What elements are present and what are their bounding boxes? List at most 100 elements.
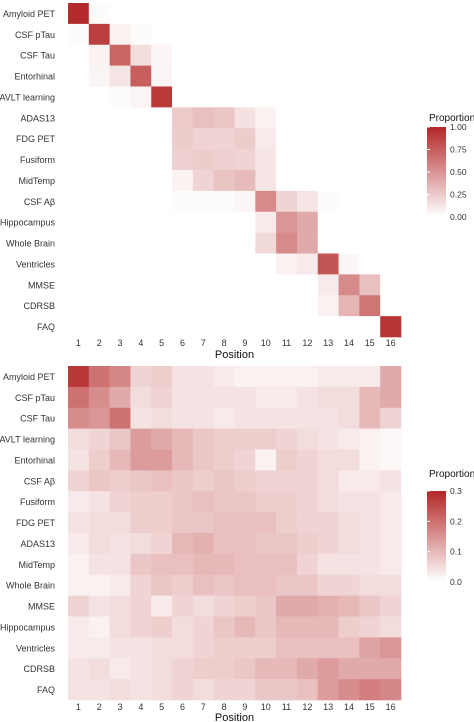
row-label: RAVLT learning xyxy=(0,435,55,445)
heatmap-cell xyxy=(172,44,194,66)
heatmap-cell xyxy=(255,595,277,617)
legend-gradient-step xyxy=(427,552,446,556)
legend-gradient-step xyxy=(427,138,446,141)
heatmap-cell xyxy=(130,211,152,233)
heatmap-cell xyxy=(213,86,235,108)
x-tick-label: 4 xyxy=(138,702,143,712)
heatmap-cell xyxy=(68,553,90,576)
heatmap-cell xyxy=(130,595,152,617)
heatmap-cell xyxy=(255,637,277,659)
legend-gradient-step xyxy=(427,140,446,144)
x-tick-label: 1 xyxy=(76,702,81,712)
heatmap-cell xyxy=(109,428,131,450)
heatmap-cell xyxy=(68,65,90,87)
heatmap-cell xyxy=(130,295,152,317)
heatmap-cell xyxy=(151,449,173,471)
legend-gradient-step xyxy=(427,579,446,583)
heatmap-cell xyxy=(338,149,360,171)
heatmap-cell xyxy=(109,679,131,701)
heatmap-cell xyxy=(68,616,90,638)
heatmap-cell xyxy=(172,658,194,680)
heatmap-cell xyxy=(109,190,131,213)
heatmap-cell xyxy=(68,295,90,317)
heatmap-cell xyxy=(151,23,173,46)
legend-gradient-step xyxy=(427,196,446,200)
heatmap-cell xyxy=(68,637,90,659)
heatmap-cell xyxy=(338,428,360,450)
heatmap-cell xyxy=(172,428,194,450)
heatmap-cell xyxy=(338,616,360,638)
heatmap-cell xyxy=(130,616,152,638)
heatmap-cell xyxy=(317,211,339,233)
heatmap-cell xyxy=(213,512,235,534)
heatmap-cell xyxy=(192,553,214,576)
heatmap-cell xyxy=(172,149,194,171)
heatmap-cell xyxy=(172,232,194,254)
heatmap-cell xyxy=(192,316,214,338)
heatmap-cell xyxy=(192,128,214,150)
legend-gradient-step xyxy=(427,529,446,533)
heatmap-cell xyxy=(130,533,152,555)
heatmap-cell xyxy=(296,637,319,659)
heatmap-cell xyxy=(359,595,381,617)
heatmap-cell xyxy=(172,491,194,513)
legend-gradient-step xyxy=(427,509,446,512)
heatmap-cell xyxy=(255,65,277,87)
heatmap-cell xyxy=(88,574,110,596)
heatmap-cell xyxy=(172,190,194,213)
heatmap-cell xyxy=(276,679,298,701)
heatmap-cell xyxy=(192,491,214,513)
x-tick-label: 6 xyxy=(180,702,185,712)
heatmap-cell xyxy=(213,449,235,471)
heatmap-cell xyxy=(276,553,298,576)
heatmap-cell xyxy=(192,449,214,471)
heatmap-cell xyxy=(317,595,339,617)
heatmap-cell xyxy=(109,253,131,275)
heatmap-cell xyxy=(172,595,194,617)
heatmap-cell xyxy=(359,149,381,171)
heatmap-cell xyxy=(192,512,214,534)
row-label: FDG PET xyxy=(16,134,56,144)
legend-gradient-step xyxy=(427,181,446,184)
heatmap-cell xyxy=(109,211,131,233)
heatmap-cell xyxy=(317,295,339,317)
heatmap-cell xyxy=(109,574,131,596)
row-label: FAQ xyxy=(37,685,55,695)
heatmap-cell xyxy=(151,128,173,150)
heatmap-cell xyxy=(296,533,319,555)
heatmap-cell xyxy=(234,253,256,275)
heatmap-cell xyxy=(380,553,402,576)
heatmap-cell xyxy=(68,274,90,296)
heatmap-cell xyxy=(317,386,339,409)
heatmap-cell xyxy=(317,316,339,338)
legend-gradient-step xyxy=(427,151,446,155)
heatmap-cell xyxy=(130,274,152,296)
legend-gradient-step xyxy=(427,491,446,494)
heatmap-cell xyxy=(151,533,173,555)
heatmap-cell xyxy=(296,386,319,409)
heatmap-cell xyxy=(151,491,173,513)
heatmap-cell xyxy=(130,149,152,171)
heatmap-cell xyxy=(276,107,298,129)
heatmap-cell xyxy=(276,449,298,471)
heatmap-cell xyxy=(276,3,298,25)
heatmap-cell xyxy=(151,44,173,66)
heatmap-cell xyxy=(359,574,381,596)
heatmap-cell xyxy=(172,3,194,25)
heatmap-cell xyxy=(359,449,381,471)
legend-gradient-step xyxy=(427,163,446,166)
legend-gradient-step xyxy=(427,185,446,189)
heatmap-cell xyxy=(151,428,173,450)
x-tick-label: 12 xyxy=(302,702,312,712)
heatmap-cell xyxy=(255,295,277,317)
row-label: Whole Brain xyxy=(6,239,55,249)
heatmap-cell xyxy=(276,128,298,150)
heatmap-cell xyxy=(151,616,173,638)
heatmap-cell xyxy=(255,211,277,233)
heatmap-cell xyxy=(68,658,90,680)
heatmap-cell xyxy=(380,274,402,296)
heatmap-cell xyxy=(88,128,110,150)
heatmap-cell xyxy=(130,316,152,338)
heatmap-cell xyxy=(234,595,256,617)
x-tick-label: 4 xyxy=(138,338,143,348)
